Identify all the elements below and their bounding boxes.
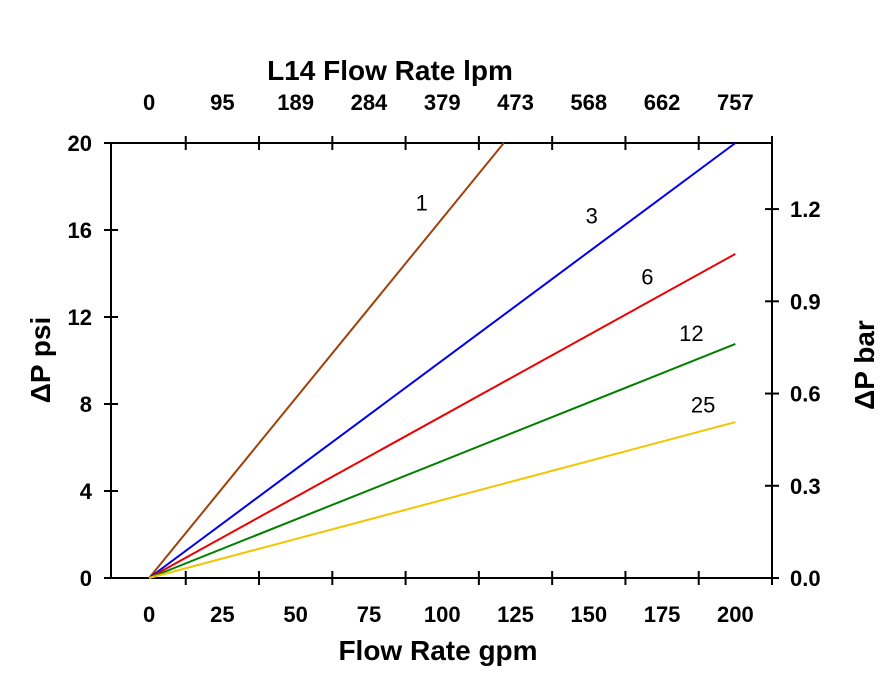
series-label-6: 6 bbox=[641, 264, 653, 289]
y-tick-label: 0 bbox=[80, 566, 92, 591]
x-tick-label: 125 bbox=[497, 602, 534, 627]
x-tick-label: 25 bbox=[210, 602, 234, 627]
x-tick-label: 75 bbox=[357, 602, 381, 627]
x-axis-label: Flow Rate gpm bbox=[338, 635, 537, 666]
x-tick-label: 100 bbox=[424, 602, 461, 627]
x-tick-label: 200 bbox=[717, 602, 754, 627]
series-line-3 bbox=[148, 142, 736, 579]
top-tick-label: 189 bbox=[277, 90, 314, 115]
x-tick-label: 150 bbox=[570, 602, 607, 627]
y-tick-label: 8 bbox=[80, 392, 92, 417]
x-tick-label: 0 bbox=[143, 602, 155, 627]
y2-axis-label: ΔP bar bbox=[849, 320, 880, 410]
top-tick-label: 95 bbox=[210, 90, 234, 115]
y-tick-label: 20 bbox=[68, 131, 92, 156]
top-tick-label: 662 bbox=[644, 90, 681, 115]
y2-tick-label: 1.2 bbox=[790, 197, 821, 222]
top-tick-label: 473 bbox=[497, 90, 534, 115]
x-tick-label: 175 bbox=[644, 602, 681, 627]
y2-tick-label: 0.6 bbox=[790, 382, 821, 407]
y2-tick-label: 0.9 bbox=[790, 289, 821, 314]
series-label-3: 3 bbox=[586, 203, 598, 228]
series-line-12 bbox=[148, 343, 736, 579]
series-line-1 bbox=[148, 142, 505, 579]
y-tick-label: 12 bbox=[68, 305, 92, 330]
top-tick-label: 0 bbox=[143, 90, 155, 115]
top-tick-label: 757 bbox=[717, 90, 754, 115]
y2-tick-label: 0.3 bbox=[790, 474, 821, 499]
series-line-6 bbox=[148, 253, 736, 579]
series-line-25 bbox=[148, 421, 736, 579]
series-label-12: 12 bbox=[679, 321, 703, 346]
series-label-1: 1 bbox=[416, 190, 428, 215]
y-axis-label: ΔP psi bbox=[25, 317, 56, 404]
y-tick-label: 16 bbox=[68, 218, 92, 243]
series-label-25: 25 bbox=[691, 393, 715, 418]
y2-tick-label: 0.0 bbox=[790, 566, 821, 591]
x-tick-label: 50 bbox=[283, 602, 307, 627]
y-tick-label: 4 bbox=[80, 479, 93, 504]
top-tick-label: 379 bbox=[424, 90, 461, 115]
top-tick-label: 568 bbox=[570, 90, 607, 115]
top-tick-label: 284 bbox=[351, 90, 388, 115]
chart-title: L14 Flow Rate lpm bbox=[267, 55, 513, 86]
